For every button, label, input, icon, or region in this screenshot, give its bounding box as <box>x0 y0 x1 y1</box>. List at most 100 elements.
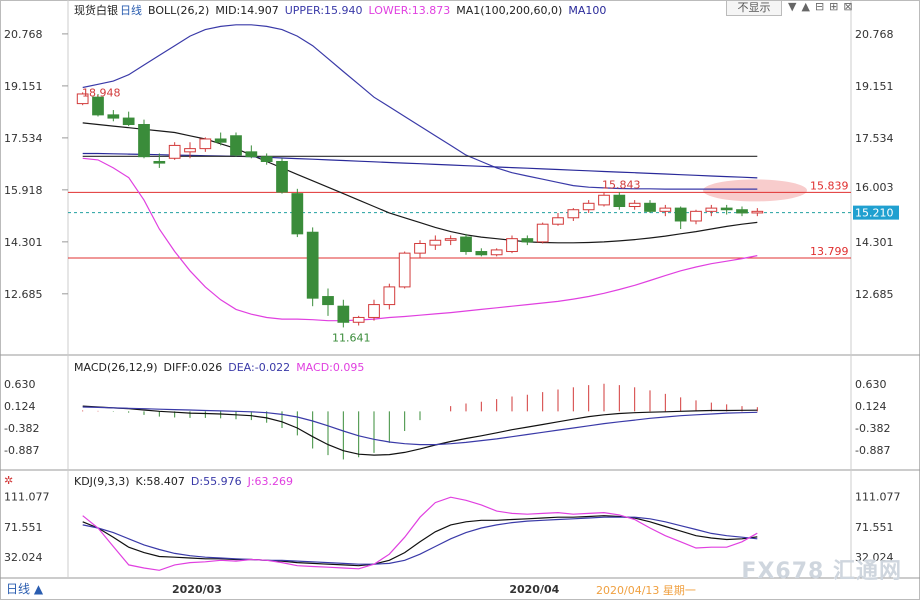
candle-body <box>751 210 764 214</box>
candle-body <box>260 156 273 162</box>
macd-dea-line <box>82 406 758 446</box>
price-tick-left: 17.534 <box>4 132 43 145</box>
candle-body <box>720 207 733 211</box>
period-tab-label: 日线 ▲ <box>6 582 44 596</box>
series-ma100 <box>82 152 758 179</box>
candle-body <box>690 210 702 222</box>
current-price-box <box>853 205 899 220</box>
close-panel-icon[interactable]: ⊠ <box>843 0 853 13</box>
macd-title: MACD(26,12,9) <box>74 361 158 374</box>
macd-tick-left: 0.630 <box>4 378 36 391</box>
price-tick-right: 19.151 <box>855 80 894 93</box>
annotation-hline-1: 15.839 <box>810 179 849 192</box>
price-tick-right: 20.768 <box>855 28 894 41</box>
move-down-icon[interactable]: ▼ <box>788 0 797 13</box>
series-upper <box>82 24 758 190</box>
candle-body <box>705 207 718 212</box>
macd-tick-left: 0.124 <box>4 400 36 413</box>
kdj-k: K:58.407 <box>135 475 185 488</box>
candle-body <box>107 114 120 119</box>
candle-body <box>536 223 549 243</box>
candle-body <box>674 207 687 222</box>
minimize-panel-icon[interactable]: ⊟ <box>814 0 825 13</box>
candle-body <box>506 238 518 253</box>
ma-label: MA1(100,200,60,0) <box>456 4 563 17</box>
candle-body <box>122 117 135 126</box>
kdj-panel-header: KDJ(9,3,3) K:58.407 D:55.976 J:63.269 <box>74 475 299 488</box>
candle-body <box>628 202 641 208</box>
candle-body <box>521 238 534 243</box>
x-label-mar: 2020/03 <box>172 583 222 596</box>
candle-body <box>736 209 748 214</box>
candle-body <box>214 138 227 143</box>
hide-indicator-button[interactable]: 不显示 <box>726 0 782 16</box>
macd-tick-right: -0.382 <box>855 422 890 435</box>
candle-body <box>598 194 610 206</box>
move-up-icon[interactable]: ▲ <box>801 0 810 13</box>
series-mid <box>82 122 758 244</box>
kdj-tick-right: 32.024 <box>855 551 894 564</box>
annotation-low: 11.641 <box>332 331 371 344</box>
candle-body <box>429 239 442 246</box>
candle-body <box>76 93 89 105</box>
price-tick-left: 12.685 <box>4 288 43 301</box>
series-lower <box>82 157 758 322</box>
candle-body <box>322 296 334 306</box>
candle-body <box>490 249 503 256</box>
kdj-j-line <box>82 496 758 571</box>
settings-icon[interactable]: ✲ <box>4 474 14 487</box>
candle-body <box>168 144 181 159</box>
kdj-d-line <box>82 516 758 565</box>
annotation-high: 18.948 <box>82 86 121 99</box>
candle-body <box>245 151 258 158</box>
period-tab[interactable]: 日线 ▲ <box>6 580 43 597</box>
price-tick-left: 14.301 <box>4 236 43 249</box>
candle-body <box>337 305 350 323</box>
price-tick-right: 16.003 <box>855 181 894 194</box>
candle-body <box>276 160 288 193</box>
candle-body <box>414 242 426 254</box>
candle-body <box>230 135 242 156</box>
price-tick-right: 15.210 <box>855 207 894 220</box>
x-label-apr: 2020/04 <box>509 583 559 596</box>
kdj-d: D:55.976 <box>190 475 242 488</box>
macd-panel-header: MACD(26,12,9) DIFF:0.026 DEA:-0.022 MACD:0.… <box>74 361 370 374</box>
price-tick-right: 14.301 <box>855 236 894 249</box>
price-panel-header: 现货白银 日线 BOLL(26,2) MID:14.907 UPPER:15.940 LO… <box>74 2 612 18</box>
candle-body <box>153 160 166 164</box>
boll-label: BOLL(26,2) <box>148 4 210 17</box>
candle-body <box>92 96 104 116</box>
price-tick-left: 19.151 <box>4 80 43 93</box>
price-tick-right: 17.534 <box>855 132 894 145</box>
kdj-j: J:63.269 <box>247 475 294 488</box>
symbol-name: 现货白银 <box>74 4 118 17</box>
annotation-peak: 15.843 <box>602 178 641 191</box>
candle-body <box>368 304 380 318</box>
candle-body <box>552 217 564 225</box>
macd-tick-right: 0.630 <box>855 378 887 391</box>
candle-body <box>398 252 411 288</box>
candle-body <box>138 124 150 158</box>
kdj-tick-left: 111.077 <box>4 490 50 503</box>
macd-tick-left: -0.887 <box>4 444 39 457</box>
maximize-panel-icon[interactable]: ⊞ <box>829 0 839 13</box>
candle-body <box>475 251 488 256</box>
price-tick-right: 12.685 <box>855 288 894 301</box>
macd-diff-line <box>82 405 758 456</box>
kdj-k-line <box>82 515 758 567</box>
candle-body <box>613 194 626 208</box>
price-tick-left: 20.768 <box>4 28 43 41</box>
macd-tick-right: 0.124 <box>855 400 887 413</box>
candle-body <box>184 148 196 153</box>
hover-date: 2020/04/13 星期一 <box>596 584 696 597</box>
macd-dea: DEA:-0.022 <box>228 361 291 374</box>
kdj-tick-right: 71.551 <box>855 521 894 534</box>
macd-tick-left: -0.382 <box>4 422 39 435</box>
boll-upper: UPPER:15.940 <box>284 4 363 17</box>
period-label: 日线 <box>120 4 142 17</box>
candle-body <box>291 193 304 235</box>
macd-value: MACD:0.095 <box>296 361 365 374</box>
macd-diff: DIFF:0.026 <box>163 361 223 374</box>
